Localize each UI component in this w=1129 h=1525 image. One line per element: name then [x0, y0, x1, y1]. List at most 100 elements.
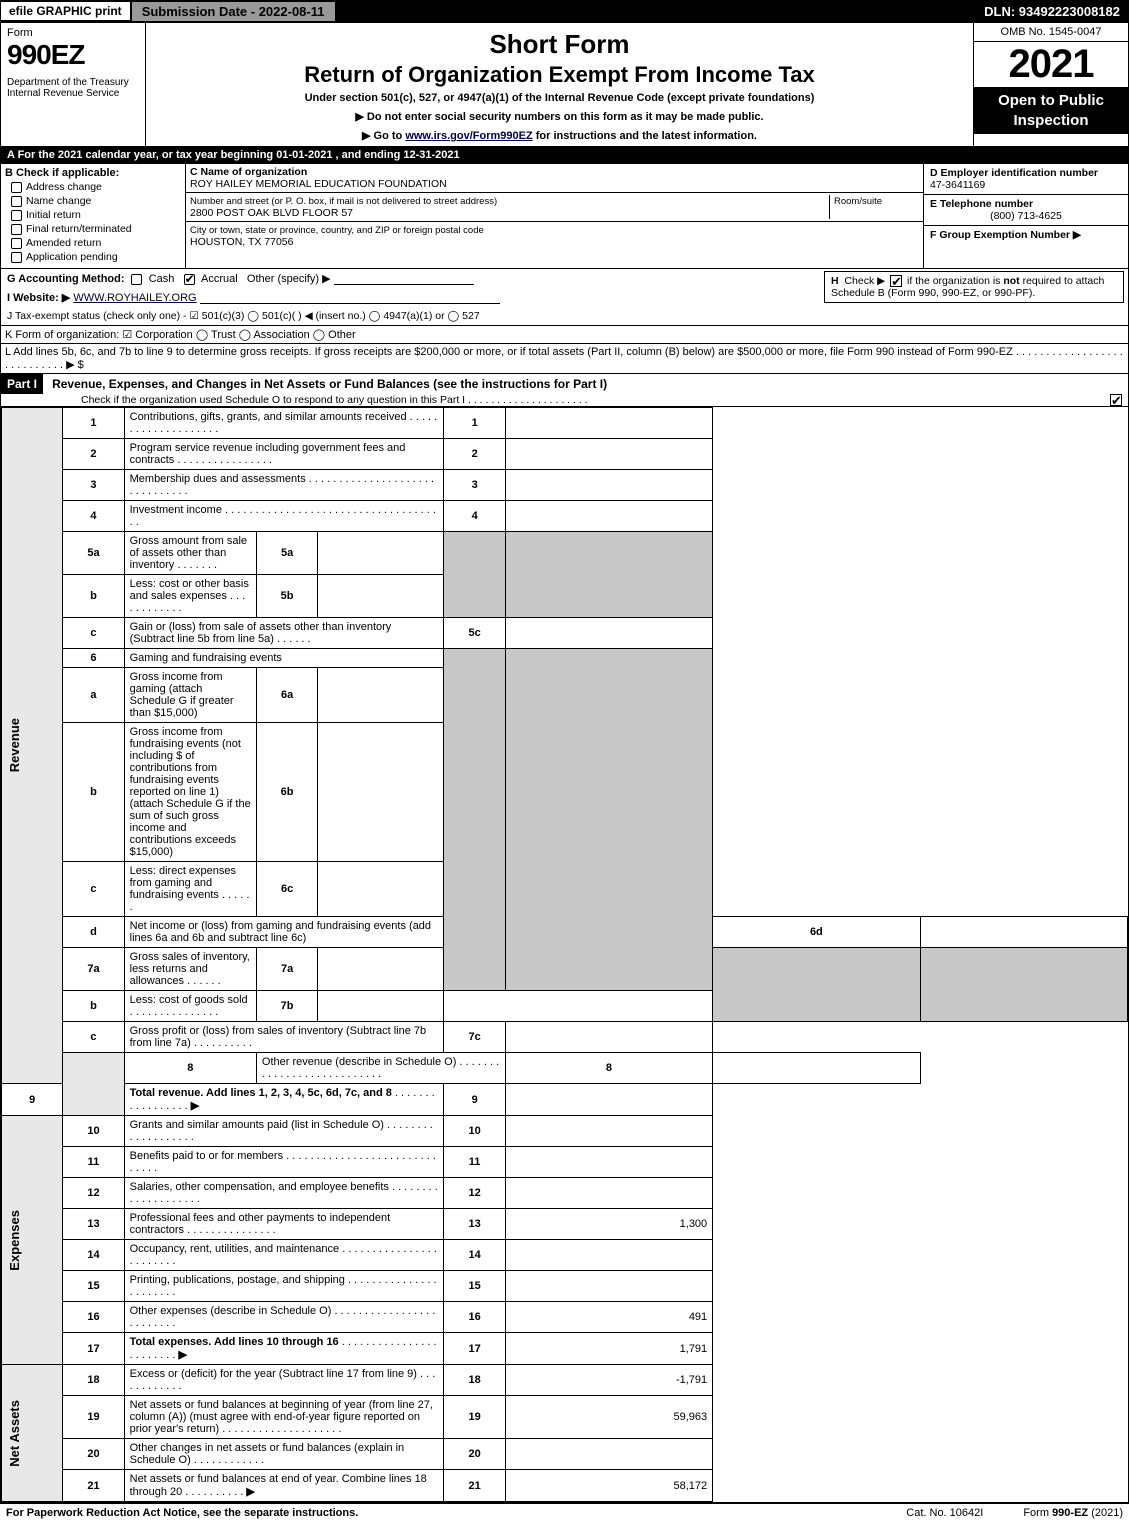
- city-label: City or town, state or province, country…: [190, 225, 484, 236]
- line-5a-text: Gross amount from sale of assets other t…: [124, 532, 256, 575]
- g-accrual-check[interactable]: [184, 274, 195, 285]
- lines-table: Revenue 1 Contributions, gifts, grants, …: [1, 407, 1128, 1502]
- form-number: 990EZ: [7, 39, 139, 71]
- line-6c-text: Less: direct expenses from gaming and fu…: [124, 862, 256, 917]
- efile-label[interactable]: efile GRAPHIC print: [1, 2, 130, 20]
- section-b: B Check if applicable: Address change Na…: [1, 164, 1128, 268]
- line-9-text: Total revenue. Add lines 1, 2, 3, 4, 5c,…: [124, 1084, 444, 1116]
- note-goto: ▶ Go to www.irs.gov/Form990EZ for instru…: [150, 129, 969, 142]
- line-16-text: Other expenses (describe in Schedule O) …: [124, 1302, 444, 1333]
- line-19-amt: 59,963: [505, 1396, 712, 1439]
- note-goto-pre: ▶ Go to: [362, 130, 405, 142]
- line-21-amt: 58,172: [505, 1470, 712, 1502]
- line-5c-text: Gain or (loss) from sale of assets other…: [124, 618, 444, 649]
- part1-title: Revenue, Expenses, and Changes in Net As…: [46, 374, 613, 394]
- h-checkbox[interactable]: [890, 275, 902, 287]
- line-4-text: Investment income . . . . . . . . . . . …: [124, 501, 444, 532]
- check-address-change[interactable]: Address change: [11, 181, 181, 193]
- part1-schedO-check[interactable]: [1110, 394, 1122, 406]
- col-b-checks: B Check if applicable: Address change Na…: [1, 164, 186, 268]
- phone-value: (800) 713-4625: [930, 210, 1122, 222]
- tax-year: 2021: [974, 42, 1128, 87]
- row-a: A For the 2021 calendar year, or tax yea…: [1, 147, 1128, 163]
- line-5b-text: Less: cost or other basis and sales expe…: [124, 575, 256, 618]
- line-18-text: Excess or (deficit) for the year (Subtra…: [124, 1365, 444, 1396]
- g-label: G Accounting Method:: [7, 273, 125, 285]
- room-label: Room/suite: [834, 196, 882, 207]
- form-table: Form 990EZ Department of the Treasury In…: [0, 22, 1129, 1503]
- g-cash-check[interactable]: [131, 274, 142, 285]
- line-7a-text: Gross sales of inventory, less returns a…: [124, 948, 256, 991]
- f-label: F Group Exemption Number ▶: [930, 229, 1081, 241]
- b-label: B Check if applicable:: [5, 167, 119, 179]
- check-amended-return[interactable]: Amended return: [11, 237, 181, 249]
- col-right: D Employer identification number 47-3641…: [923, 164, 1128, 268]
- org-city: HOUSTON, TX 77056: [190, 236, 294, 248]
- line-12-text: Salaries, other compensation, and employ…: [124, 1178, 444, 1209]
- line-1-text: Contributions, gifts, grants, and simila…: [124, 408, 444, 439]
- line-3-text: Membership dues and assessments . . . . …: [124, 470, 444, 501]
- line-17-text: Total expenses. Add lines 10 through 16 …: [124, 1333, 444, 1365]
- line-17-amt: 1,791: [505, 1333, 712, 1365]
- footer-left: For Paperwork Reduction Act Notice, see …: [6, 1507, 358, 1519]
- line-6d-text: Net income or (loss) from gaming and fun…: [124, 917, 444, 948]
- addr-label: Number and street (or P. O. box, if mail…: [190, 196, 497, 207]
- line-15-text: Printing, publications, postage, and shi…: [124, 1271, 444, 1302]
- header-right: OMB No. 1545-0047 2021 Open to Public In…: [974, 23, 1129, 147]
- line-18-amt: -1,791: [505, 1365, 712, 1396]
- subtitle: Under section 501(c), 527, or 4947(a)(1)…: [150, 92, 969, 104]
- check-initial-return[interactable]: Initial return: [11, 209, 181, 221]
- title-short-form: Short Form: [150, 29, 969, 60]
- submission-date: Submission Date - 2022-08-11: [132, 2, 335, 21]
- line-1-amt: [505, 408, 712, 439]
- expenses-vlabel: Expenses: [7, 1210, 22, 1271]
- i-label: I Website: ▶: [7, 292, 70, 304]
- part1-tag: Part I: [1, 374, 43, 394]
- part1-sub: Check if the organization used Schedule …: [1, 394, 588, 406]
- footer-right: Form 990-EZ (2021): [1023, 1507, 1123, 1519]
- org-name: ROY HAILEY MEMORIAL EDUCATION FOUNDATION: [190, 178, 447, 190]
- netassets-vlabel: Net Assets: [7, 1400, 22, 1467]
- line-10-text: Grants and similar amounts paid (list in…: [124, 1116, 444, 1147]
- open-public: Open to Public Inspection: [974, 87, 1128, 134]
- ein-value: 47-3641169: [930, 179, 985, 191]
- check-name-change[interactable]: Name change: [11, 195, 181, 207]
- dln-label: DLN: 93492223008182: [976, 2, 1128, 21]
- topbar: efile GRAPHIC print Submission Date - 20…: [0, 0, 1129, 22]
- line-7c-text: Gross profit or (loss) from sales of inv…: [124, 1022, 444, 1053]
- d-label: D Employer identification number: [930, 167, 1098, 179]
- line-13-text: Professional fees and other payments to …: [124, 1209, 444, 1240]
- line-14-text: Occupancy, rent, utilities, and maintena…: [124, 1240, 444, 1271]
- c-label: C Name of organization: [190, 166, 307, 178]
- line-20-text: Other changes in net assets or fund bala…: [124, 1439, 444, 1470]
- footer-mid: Cat. No. 10642I: [906, 1507, 983, 1519]
- row-l: L Add lines 5b, 6c, and 7b to line 9 to …: [1, 344, 1129, 374]
- e-label: E Telephone number: [930, 198, 1033, 210]
- line-6b-text: Gross income from fundraising events (no…: [124, 723, 256, 862]
- title-return: Return of Organization Exempt From Incom…: [150, 62, 969, 88]
- row-j: J Tax-exempt status (check only one) - ☑…: [1, 307, 1128, 325]
- line-11-text: Benefits paid to or for members . . . . …: [124, 1147, 444, 1178]
- website-link[interactable]: WWW.ROYHAILEY.ORG: [73, 292, 196, 304]
- footer: For Paperwork Reduction Act Notice, see …: [0, 1503, 1129, 1522]
- row-k: K Form of organization: ☑ Corporation ◯ …: [1, 326, 1129, 344]
- header-center: Short Form Return of Organization Exempt…: [146, 23, 974, 147]
- form-label: Form: [7, 27, 139, 39]
- dept-label: Department of the Treasury Internal Reve…: [7, 77, 139, 99]
- line-21-text: Net assets or fund balances at end of ye…: [124, 1470, 444, 1502]
- line-6a-text: Gross income from gaming (attach Schedul…: [124, 668, 256, 723]
- box-h: H Check ▶ if the organization is not req…: [824, 271, 1124, 303]
- org-address: 2800 POST OAK BLVD FLOOR 57: [190, 207, 353, 219]
- revenue-vlabel: Revenue: [7, 718, 22, 772]
- check-final-return[interactable]: Final return/terminated: [11, 223, 181, 235]
- note-ssn: ▶ Do not enter social security numbers o…: [150, 110, 969, 123]
- col-org: C Name of organization ROY HAILEY MEMORI…: [186, 164, 923, 268]
- check-application-pending[interactable]: Application pending: [11, 251, 181, 263]
- line-8-text: Other revenue (describe in Schedule O) .…: [256, 1053, 505, 1084]
- line-19-text: Net assets or fund balances at beginning…: [124, 1396, 444, 1439]
- note-goto-post: for instructions and the latest informat…: [533, 130, 757, 142]
- irs-link[interactable]: www.irs.gov/Form990EZ: [405, 130, 532, 142]
- line-6-text: Gaming and fundraising events: [124, 649, 444, 668]
- line-2-text: Program service revenue including govern…: [124, 439, 444, 470]
- line-7b-text: Less: cost of goods sold . . . . . . . .…: [124, 991, 256, 1022]
